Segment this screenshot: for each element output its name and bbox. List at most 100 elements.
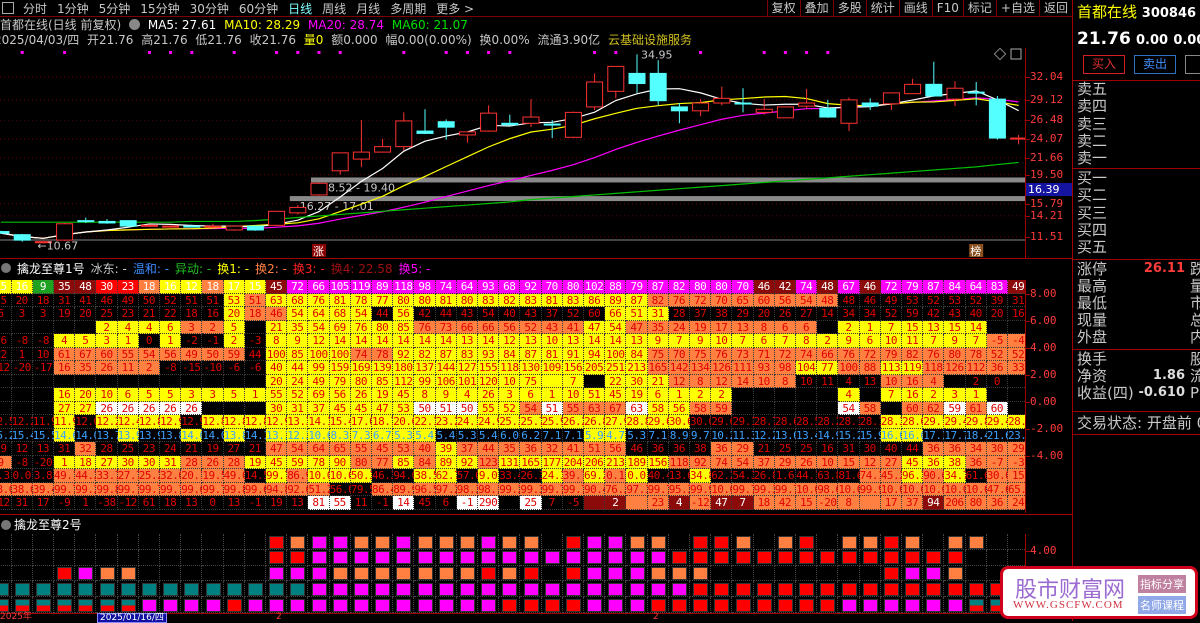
- tab-period[interactable]: 15分钟: [140, 1, 180, 16]
- candle[interactable]: [183, 224, 201, 228]
- candle[interactable]: [776, 106, 794, 119]
- candle[interactable]: [670, 103, 688, 124]
- indicator1-cell: 28.1: [838, 415, 863, 429]
- toolbar-button[interactable]: 叠加: [799, 0, 833, 17]
- candle[interactable]: [77, 217, 95, 223]
- candle[interactable]: [119, 220, 137, 227]
- candle[interactable]: [586, 73, 604, 111]
- candle[interactable]: [1010, 134, 1026, 145]
- panel-toggle-icon[interactable]: [2, 2, 14, 14]
- signal-square: [78, 582, 94, 596]
- tab-period[interactable]: 多周期: [390, 1, 427, 16]
- event-badge[interactable]: [312, 244, 326, 257]
- buy-button[interactable]: 买入: [1083, 55, 1125, 74]
- candle[interactable]: [162, 225, 180, 228]
- indicator1-cell: 16.0: [880, 428, 906, 442]
- indicator2-cell: [711, 565, 733, 582]
- tab-period[interactable]: 周线: [322, 1, 347, 16]
- candle[interactable]: [352, 120, 370, 167]
- toolbar-button[interactable]: F10: [931, 0, 963, 17]
- candle[interactable]: [564, 111, 582, 139]
- industry-tag[interactable]: 云基础设施服务: [608, 33, 693, 47]
- candle[interactable]: [0, 230, 10, 234]
- toolbar-button[interactable]: 多股: [832, 0, 866, 17]
- candle[interactable]: [310, 182, 328, 196]
- signal-square: [947, 535, 963, 549]
- candle[interactable]: [225, 225, 243, 231]
- indicator1-cell: -12: [0, 361, 12, 375]
- signal-square: [290, 535, 306, 549]
- tab-period[interactable]: 更多 >: [436, 1, 475, 16]
- indicator1-cell: 10.0: [308, 469, 333, 483]
- candle[interactable]: [501, 114, 519, 126]
- candle[interactable]: [925, 61, 943, 97]
- candle[interactable]: [946, 81, 964, 107]
- panel-toggle-icon[interactable]: [1010, 48, 1022, 60]
- dropdown-icon[interactable]: [129, 19, 141, 30]
- candle[interactable]: [416, 109, 434, 135]
- toolbar-button[interactable]: 画线: [898, 0, 932, 17]
- indicator1-cell: 44: [372, 307, 394, 321]
- candle[interactable]: [882, 92, 900, 111]
- candle[interactable]: [140, 224, 158, 227]
- toolbar-button[interactable]: 返回: [1038, 0, 1072, 17]
- candle[interactable]: [34, 241, 52, 244]
- indicator1-cell: 46: [266, 307, 288, 321]
- indicator1-cell: 10: [796, 374, 818, 388]
- candle[interactable]: [840, 97, 858, 132]
- candle[interactable]: [98, 219, 116, 224]
- candle[interactable]: [649, 60, 667, 106]
- indicator-menu-icon[interactable]: [1, 263, 11, 273]
- candle[interactable]: [734, 88, 752, 113]
- candle[interactable]: [246, 225, 264, 231]
- candle[interactable]: [204, 223, 222, 228]
- indicator1-cell: 40: [499, 307, 521, 321]
- indicator1-cell: 6: [859, 334, 881, 348]
- candle[interactable]: [458, 131, 476, 143]
- candle[interactable]: [289, 205, 307, 215]
- candle[interactable]: [522, 99, 540, 128]
- candle[interactable]: [374, 138, 392, 153]
- more-button[interactable]: [1185, 55, 1200, 74]
- toolbar-button[interactable]: 复权: [766, 0, 800, 17]
- tab-period[interactable]: 5分钟: [98, 1, 131, 16]
- toolbar-button[interactable]: +自选: [995, 0, 1039, 17]
- candle[interactable]: [713, 86, 731, 106]
- indicator2-cell: [668, 534, 690, 550]
- candle[interactable]: [268, 210, 286, 227]
- indicator2-cell: [690, 549, 712, 566]
- indicator-menu-icon[interactable]: [1, 519, 11, 530]
- candle[interactable]: [819, 99, 837, 118]
- candle[interactable]: [692, 99, 710, 117]
- toolbar-button[interactable]: 标记: [962, 0, 996, 17]
- event-badge[interactable]: [969, 244, 984, 257]
- candle[interactable]: [13, 233, 31, 242]
- indicator1-cell: 7: [965, 334, 987, 348]
- indicator1-cell: 2: [138, 361, 160, 375]
- candle[interactable]: [904, 78, 922, 95]
- indicator1-cell: 7.1: [647, 428, 669, 442]
- tab-period[interactable]: 日线: [288, 1, 313, 16]
- candle[interactable]: [543, 120, 561, 139]
- candle[interactable]: [480, 105, 498, 132]
- sell-button[interactable]: 卖出: [1134, 55, 1176, 74]
- diamond-icon[interactable]: [993, 48, 1007, 61]
- candlestick-chart[interactable]: 18.52 - 19.4016.27 - 17.0134.95←10.67 涨榜: [0, 48, 1026, 258]
- candle[interactable]: [755, 99, 773, 115]
- tab-period[interactable]: 月线: [356, 1, 381, 16]
- candle[interactable]: [395, 112, 413, 151]
- candle[interactable]: [607, 65, 625, 99]
- candle[interactable]: [437, 119, 455, 140]
- tab-period[interactable]: 30分钟: [189, 1, 229, 16]
- candle[interactable]: [988, 96, 1006, 140]
- candle[interactable]: [861, 98, 879, 111]
- toolbar-button[interactable]: 统计: [865, 0, 899, 17]
- tab-period[interactable]: 1分钟: [57, 1, 89, 16]
- candle[interactable]: [798, 88, 816, 109]
- candle[interactable]: [56, 222, 74, 241]
- tab-period[interactable]: 分时: [23, 1, 48, 16]
- candle[interactable]: [331, 152, 349, 175]
- tab-period[interactable]: 60分钟: [238, 1, 279, 16]
- candle[interactable]: [628, 54, 646, 93]
- candle[interactable]: [967, 81, 985, 106]
